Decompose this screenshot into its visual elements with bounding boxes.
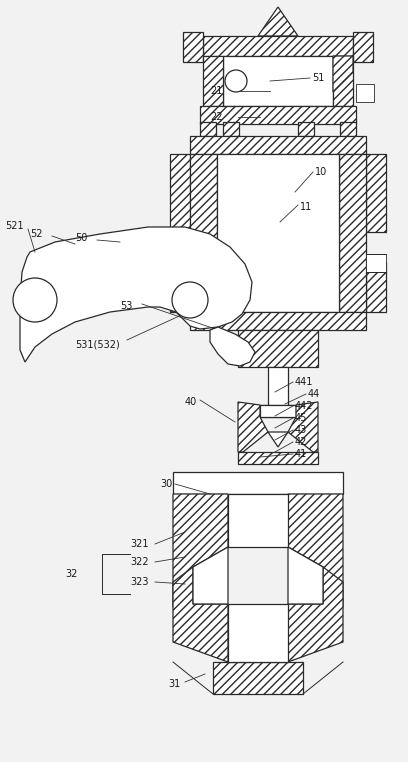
- Text: 42: 42: [295, 437, 307, 447]
- Text: 43: 43: [295, 425, 307, 435]
- Polygon shape: [173, 567, 228, 662]
- Bar: [260, 405, 296, 417]
- Polygon shape: [268, 432, 288, 447]
- Text: 45: 45: [295, 413, 307, 423]
- Bar: [170, 154, 190, 232]
- Polygon shape: [20, 227, 252, 362]
- Text: 442: 442: [295, 401, 313, 411]
- Bar: [366, 254, 386, 272]
- Bar: [200, 106, 356, 124]
- Text: 52: 52: [30, 229, 42, 239]
- Circle shape: [225, 70, 247, 92]
- Polygon shape: [228, 604, 288, 662]
- Bar: [340, 122, 356, 136]
- Text: 50: 50: [75, 233, 87, 243]
- Polygon shape: [288, 567, 343, 662]
- Text: 323: 323: [130, 577, 149, 587]
- Bar: [228, 494, 288, 547]
- Text: 322: 322: [130, 557, 149, 567]
- Bar: [268, 367, 288, 407]
- Bar: [200, 122, 216, 136]
- Polygon shape: [210, 327, 255, 366]
- Bar: [173, 472, 343, 494]
- Bar: [366, 154, 386, 232]
- Polygon shape: [333, 56, 353, 106]
- Bar: [238, 330, 318, 367]
- Polygon shape: [288, 547, 323, 604]
- Bar: [190, 312, 366, 330]
- Text: 51: 51: [312, 73, 324, 83]
- Polygon shape: [288, 494, 343, 607]
- Text: 441: 441: [295, 377, 313, 387]
- Text: 30: 30: [160, 479, 172, 489]
- Text: 31: 31: [168, 679, 180, 689]
- Bar: [203, 36, 353, 56]
- Bar: [203, 56, 223, 106]
- Text: 22: 22: [210, 112, 222, 122]
- Text: 10: 10: [315, 167, 327, 177]
- Text: 44: 44: [308, 389, 320, 399]
- Polygon shape: [333, 56, 353, 92]
- Text: 531(532): 531(532): [75, 339, 120, 349]
- Text: 11: 11: [300, 202, 312, 212]
- Circle shape: [172, 282, 208, 318]
- Text: 53: 53: [120, 301, 132, 311]
- Polygon shape: [238, 402, 268, 452]
- Bar: [353, 32, 373, 62]
- Polygon shape: [173, 494, 228, 607]
- Polygon shape: [258, 7, 298, 36]
- Bar: [223, 122, 239, 136]
- Bar: [238, 452, 318, 464]
- Circle shape: [13, 278, 57, 322]
- Bar: [183, 32, 203, 62]
- Polygon shape: [193, 547, 228, 604]
- Bar: [190, 154, 217, 312]
- Bar: [217, 154, 339, 312]
- Text: 321: 321: [130, 539, 149, 549]
- Text: 32: 32: [65, 569, 78, 579]
- Bar: [356, 84, 374, 102]
- Text: 21: 21: [210, 86, 222, 96]
- Polygon shape: [288, 402, 318, 452]
- Text: 40: 40: [185, 397, 197, 407]
- Bar: [339, 154, 366, 312]
- Polygon shape: [260, 405, 296, 417]
- Bar: [190, 136, 366, 154]
- Text: 41: 41: [295, 449, 307, 459]
- Bar: [298, 122, 314, 136]
- Bar: [170, 262, 190, 312]
- Text: 521: 521: [5, 221, 24, 231]
- Bar: [366, 262, 386, 312]
- Bar: [223, 56, 333, 106]
- Bar: [213, 662, 303, 694]
